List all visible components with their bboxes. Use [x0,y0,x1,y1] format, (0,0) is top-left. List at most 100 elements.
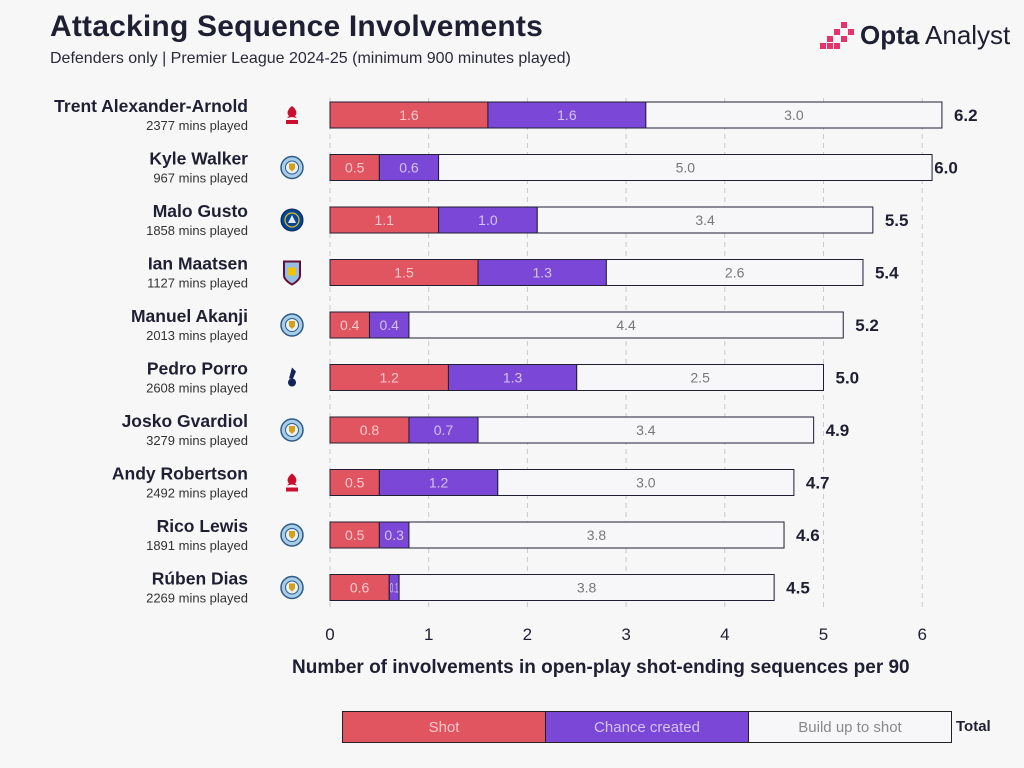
x-tick-label: 5 [819,625,828,644]
bar-build-up [605,259,864,286]
bar-row: 0.6 0.1 3.8 4.5 [329,574,810,601]
city-badge-shield [289,583,295,592]
bar-shot [329,206,440,234]
legend-total: Total [956,718,991,735]
liverbird-shape [287,473,297,486]
player-label: Kyle Walker 967 mins played [149,149,304,186]
total-value: 6.0 [934,159,958,178]
bar-row: 0.5 0.6 5.0 6.0 [329,154,958,181]
lfc-text-bar [286,487,298,492]
bar-build-up [398,574,775,601]
spurs-cockerel [289,367,296,379]
liverbird-shape [287,106,297,118]
bar-build-up-label: 3.0 [636,475,656,491]
player-minutes: 2492 mins played [146,486,248,501]
bar-chance-created-label: 1.3 [532,265,552,281]
bar-shot-label: 0.6 [350,580,370,596]
player-label: Malo Gusto 1858 mins played [146,201,304,238]
bar-build-up-label: 3.4 [695,212,715,228]
player-label: Pedro Porro 2608 mins played [146,359,296,396]
bar-build-up [477,416,815,444]
bar-row: 0.5 1.2 3.0 4.7 [329,469,830,496]
legend: Shot Chance created Build up to shot [342,711,952,743]
bar-chance-created-label: 1.2 [429,475,449,491]
x-axis-ticks: 0 1 2 3 4 5 6 [325,625,927,644]
x-tick-label: 4 [720,625,729,644]
chelsea-lion-shape [288,215,296,223]
bar-shot-label: 1.2 [379,370,399,386]
bar-build-up-label: 5.0 [676,160,696,176]
bar-build-up-label: 3.4 [636,422,656,438]
player-name: Ian Maatsen [148,254,248,274]
bar-chance-created-label: 1.6 [557,107,577,123]
city-badge-shield [289,426,295,434]
city-badge-shield [289,163,295,172]
bar-chance-created-label: 0.7 [434,422,454,438]
player-minutes: 2377 mins played [146,118,248,133]
bar-build-up-label: 4.4 [616,317,636,333]
bar-shot-label: 0.5 [345,475,365,491]
legend-shot: Shot [343,712,546,742]
player-minutes: 2608 mins played [146,381,248,396]
player-label: Josko Gvardiol 3279 mins played [122,411,304,448]
player-name: Manuel Akanji [131,306,248,326]
bar-build-up-label: 3.0 [784,107,804,123]
player-name: Andy Robertson [112,464,248,484]
bar-shot [329,416,410,444]
total-value: 4.5 [786,579,810,598]
bar-build-up [536,206,874,234]
bar-chance-created [447,364,578,391]
x-axis-label: Number of involvements in open-play shot… [292,657,910,678]
player-name: Rúben Dias [152,569,249,589]
bar-row: 0.4 0.4 4.4 5.2 [329,311,879,339]
x-tick-label: 2 [523,625,532,644]
bar-shot-label: 0.5 [345,160,365,176]
chart-title: Attacking Sequence Involvements [50,10,544,43]
player-label: Manuel Akanji 2013 mins played [131,306,304,343]
bar-row: 1.2 1.3 2.5 5.0 [329,364,859,391]
city-badge-shield [289,531,295,539]
x-tick-label: 1 [424,625,433,644]
city-badge-shield [289,321,295,329]
club-badge-icon [280,523,304,547]
spurs-ball [288,378,296,387]
lfc-text-bar [286,120,298,124]
club-badge-icon [280,208,304,232]
bar-chance-created [477,259,607,286]
player-minutes: 1858 mins played [146,223,248,238]
opta-analyst-logo: Opta Analyst [820,20,1010,51]
player-label: Andy Robertson 2492 mins played [112,464,298,501]
player-name: Trent Alexander-Arnold [54,96,248,116]
total-value: 5.4 [875,264,899,283]
x-tick-label: 6 [917,625,926,644]
club-badge-icon [280,313,304,337]
total-value: 6.2 [954,106,978,125]
bar-chance-created-label: 0.6 [399,160,419,176]
bar-shot [329,469,380,496]
bar-chance-created [368,311,410,339]
total-value: 5.5 [885,211,909,230]
bar-chance-created-label: 0.1 [390,580,399,596]
club-badge-icon [280,418,304,442]
total-value: 4.9 [826,421,850,440]
bar-row: 1.1 1.0 3.4 5.5 [329,206,909,234]
club-badge-icon [288,367,296,387]
row-labels: Trent Alexander-Arnold 2377 mins played Ky… [54,96,304,606]
bar-build-up-label: 3.8 [587,527,607,543]
bar-shot [329,311,370,339]
total-value: 4.7 [806,474,830,493]
bar-row: 1.6 1.6 3.0 6.2 [329,101,978,129]
club-badge-icon [280,575,304,600]
player-label: Rico Lewis 1891 mins played [146,516,304,553]
player-minutes: 3279 mins played [146,433,248,448]
bar-row: 1.5 1.3 2.6 5.4 [329,259,899,286]
bar-build-up [645,101,943,129]
bar-shot-label: 0.5 [345,527,365,543]
bar-row: 0.5 0.3 3.8 4.6 [329,521,820,549]
player-label: Trent Alexander-Arnold 2377 mins played [54,96,298,133]
player-minutes: 1127 mins played [147,276,248,291]
total-value: 4.6 [796,526,820,545]
bar-build-up [408,521,785,549]
bar-row: 0.8 0.7 3.4 4.9 [329,416,850,444]
